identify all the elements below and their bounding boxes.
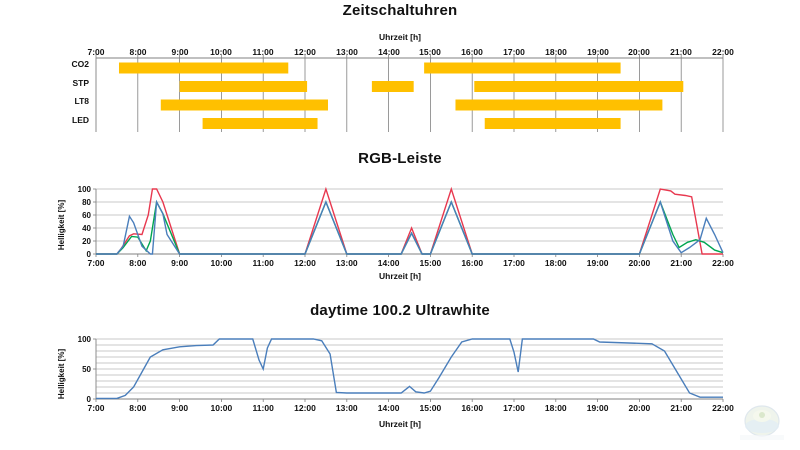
- gantt-bar-co2: [118, 62, 289, 74]
- chart-panel-zeitschaltuhren: Zeitschaltuhren Uhrzeit [h] 7:00 8:00 9:…: [0, 2, 800, 147]
- x-axis-caption-rgb: Uhrzeit [h]: [378, 271, 422, 281]
- y-axis-caption-ultrawhite: Helligkeit [%]: [57, 349, 66, 400]
- gantt-x-tick-labels: 7:00 8:00 9:00 10:00 11:00 12:00 13:00 1…: [87, 47, 734, 57]
- x-tick-label: 19:00: [587, 258, 609, 268]
- gantt-tick-label: 14:00: [378, 47, 400, 57]
- chart-title-rgb-leiste: RGB-Leiste: [358, 150, 442, 167]
- x-axis-caption-zeitschaltuhren: Uhrzeit [h]: [378, 32, 422, 42]
- x-tick-label: 20:00: [629, 403, 651, 413]
- x-tick-label: 18:00: [545, 258, 567, 268]
- x-axis-caption-ultrawhite: Uhrzeit [h]: [378, 419, 422, 429]
- gantt-tick-label: 17:00: [503, 47, 525, 57]
- x-tick-label: 15:00: [420, 258, 442, 268]
- rgb-x-tick-labels: 7:00 8:00 9:00 10:00 11:00 12:00 13:00 14:00 15:…: [87, 254, 734, 268]
- gantt-bar-stp: [474, 81, 684, 92]
- gantt-bar-lt8: [160, 99, 328, 111]
- gantt-tick-label: 7:00: [87, 47, 104, 57]
- gantt-row-label-led: LED: [72, 115, 89, 125]
- gantt-chart-svg: 7:00 8:00 9:00 10:00 11:00 12:00 13:00 1…: [72, 47, 734, 132]
- x-tick-label: 19:00: [587, 403, 609, 413]
- ultrawhite-gridlines: [95, 338, 723, 400]
- x-tick-label: 9:00: [171, 258, 188, 268]
- x-tick-label: 9:00: [171, 403, 188, 413]
- y-tick-label: 50: [82, 365, 91, 374]
- ultrawhite-y-tick-labels: 0 50 100: [78, 335, 96, 404]
- rgb-chart-svg: Helligkeit [%] 0 20 40 60 80 100 7:00 8:00 9:00…: [57, 185, 734, 268]
- gantt-tick-label: 22:00: [712, 47, 734, 57]
- gantt-bar-co2: [424, 62, 621, 74]
- gantt-bars: [118, 62, 684, 129]
- x-tick-label: 14:00: [378, 403, 400, 413]
- chart-title-daytime-ultrawhite: daytime 100.2 Ultrawhite: [310, 302, 490, 319]
- x-tick-label: 16:00: [461, 403, 483, 413]
- y-tick-label: 80: [82, 198, 91, 207]
- gantt-tick-label: 20:00: [628, 47, 650, 57]
- gantt-tick-label: 13:00: [336, 47, 358, 57]
- gantt-tick-label: 8:00: [129, 47, 146, 57]
- ultrawhite-data-series: [96, 338, 723, 400]
- gantt-row-label-co2: CO2: [72, 59, 90, 69]
- y-tick-label: 0: [87, 250, 92, 259]
- x-tick-label: 7:00: [87, 403, 104, 413]
- x-tick-label: 17:00: [503, 403, 525, 413]
- data-series-blue: [96, 199, 724, 255]
- y-tick-label: 100: [78, 335, 92, 344]
- chart-panel-rgb-leiste: RGB-Leiste Helligkeit [%] 0 20 40 60 80 100 7…: [0, 150, 800, 281]
- y-tick-label: 0: [87, 395, 92, 404]
- gantt-tick-label: 15:00: [419, 47, 441, 57]
- globe-logo-watermark: [740, 405, 784, 440]
- x-tick-label: 10:00: [211, 403, 233, 413]
- ultrawhite-x-tick-labels: 7:00 8:00 9:00 10:00 11:00 12:00 13:00 14:00 15:…: [87, 399, 734, 413]
- gantt-tick-label: 16:00: [461, 47, 483, 57]
- gantt-tick-label: 19:00: [587, 47, 609, 57]
- x-tick-label: 18:00: [545, 403, 567, 413]
- data-series-red: [96, 186, 723, 255]
- chart-panel-daytime-ultrawhite: daytime 100.2 Ultrawhite Helligkeit [%] …: [0, 302, 800, 429]
- y-tick-label: 60: [82, 211, 91, 220]
- gantt-tick-label: 10:00: [210, 47, 232, 57]
- gantt-bar-lt8: [455, 99, 663, 111]
- x-tick-label: 12:00: [294, 403, 316, 413]
- gantt-tick-label: 9:00: [171, 47, 188, 57]
- x-tick-label: 8:00: [129, 403, 146, 413]
- y-tick-label: 20: [82, 237, 91, 246]
- gantt-row-label-lt8: LT8: [75, 96, 90, 106]
- gantt-row-label-stp: STP: [72, 78, 89, 88]
- x-tick-label: 20:00: [629, 258, 651, 268]
- x-tick-label: 13:00: [336, 403, 358, 413]
- x-tick-label: 22:00: [712, 403, 734, 413]
- x-tick-label: 11:00: [253, 403, 275, 413]
- x-tick-label: 13:00: [336, 258, 358, 268]
- x-tick-label: 7:00: [87, 258, 104, 268]
- gantt-bar-led: [484, 118, 621, 129]
- rgb-gridlines: [95, 188, 723, 255]
- gantt-tick-label: 18:00: [545, 47, 567, 57]
- x-tick-label: 10:00: [211, 258, 233, 268]
- x-tick-label: 17:00: [503, 258, 525, 268]
- x-tick-label: 14:00: [378, 258, 400, 268]
- x-tick-label: 12:00: [294, 258, 316, 268]
- x-tick-label: 11:00: [253, 258, 275, 268]
- gantt-tick-label: 11:00: [252, 47, 274, 57]
- x-tick-label: 22:00: [712, 258, 734, 268]
- gantt-bar-stp: [179, 81, 308, 92]
- gantt-bar-led: [202, 118, 318, 129]
- y-tick-label: 40: [82, 224, 91, 233]
- rgb-y-tick-labels: 0 20 40 60 80 100: [78, 185, 96, 259]
- y-axis-caption-rgb: Helligkeit [%]: [57, 200, 66, 251]
- ultrawhite-chart-svg: Helligkeit [%] 0 50 100 7:00 8:00 9:00 10:00 1…: [57, 335, 734, 413]
- x-tick-label: 21:00: [670, 403, 692, 413]
- gantt-tick-label: 12:00: [294, 47, 316, 57]
- gantt-bar-stp: [371, 81, 414, 92]
- rgb-data-series: [96, 186, 724, 255]
- chart-title-zeitschaltuhren: Zeitschaltuhren: [342, 2, 458, 19]
- y-tick-label: 100: [78, 185, 92, 194]
- gantt-row-labels: CO2 STP LT8 LED: [72, 59, 90, 125]
- x-tick-label: 15:00: [420, 403, 442, 413]
- data-series-ultrawhite: [96, 338, 723, 400]
- x-tick-label: 16:00: [461, 258, 483, 268]
- gantt-tick-label: 21:00: [670, 47, 692, 57]
- x-tick-label: 8:00: [129, 258, 146, 268]
- x-tick-label: 21:00: [670, 258, 692, 268]
